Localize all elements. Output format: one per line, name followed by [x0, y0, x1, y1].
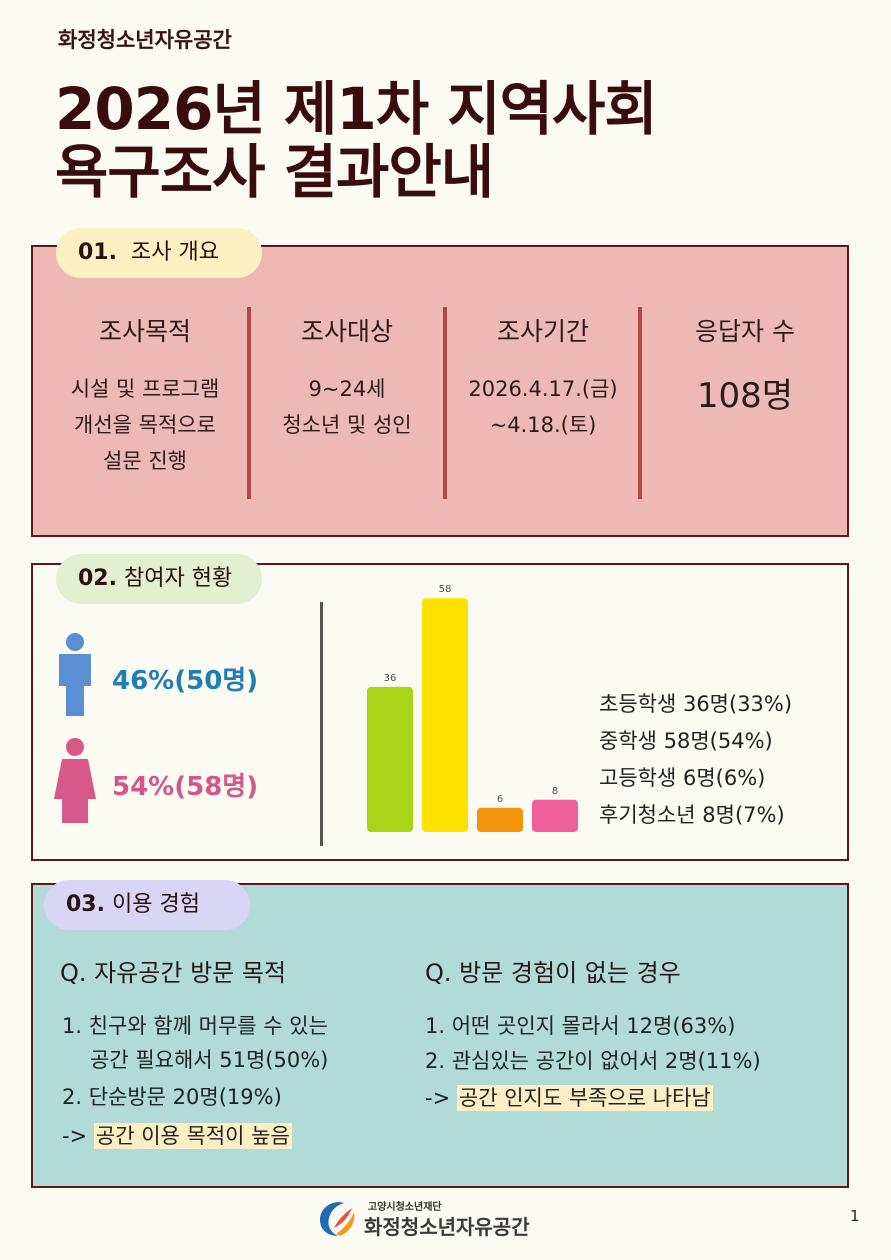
answer-line: 2. 단순방문 20명(19%) — [62, 1085, 282, 1109]
bar-초등학생 — [367, 686, 413, 832]
col-line: ~4.18.(토) — [489, 413, 597, 437]
conclusion-line: -> 공간 이용 목적이 높음 — [62, 1120, 292, 1150]
overview-col-purpose: 조사목적 시설 및 프로그램 개선을 목적으로 설문 진행 — [50, 310, 240, 479]
page-number: 1 — [850, 1207, 860, 1225]
answer-line: 2. 관심있는 공간이 없어서 2명(11%) — [425, 1049, 761, 1073]
respondent-count: 108명 — [696, 376, 794, 416]
footer-org-name: 화정청소년자유공간 — [364, 1215, 530, 1239]
bar-후기청소년 — [532, 799, 578, 832]
col-line: 9~24세 — [308, 377, 386, 401]
chart-divider-line — [320, 602, 323, 846]
page-title-line1: 2026년 제1차 지역사회 — [55, 75, 658, 143]
col-line: 시설 및 프로그램 — [70, 377, 220, 401]
grade-distribution-chart: 36 58 6 8 — [367, 584, 578, 832]
legend-high: 고등학생 6명(6%) — [599, 766, 766, 790]
male-person-icon — [59, 633, 91, 716]
highlight-text: 공간 이용 목적이 높음 — [93, 1123, 292, 1149]
column-divider — [443, 307, 447, 499]
overview-col-target: 조사대상 9~24세 청소년 및 성인 — [252, 310, 442, 443]
section-label: 이용 경험 — [111, 892, 200, 917]
arrow-text: -> — [62, 1124, 88, 1148]
participants-section-pill: 02. 참여자 현황 — [56, 554, 262, 604]
highlight-text: 공간 인지도 부족으로 나타남 — [456, 1085, 713, 1111]
overview-col-period: 조사기간 2026.4.17.(금) ~4.18.(토) — [448, 310, 638, 443]
legend-elementary: 초등학생 36명(33%) — [599, 692, 793, 716]
page-title-line2: 욕구조사 결과안내 — [55, 138, 494, 206]
section-number: 03. — [66, 892, 105, 917]
section-label: 참여자 현황 — [123, 566, 233, 591]
bar-value-label: 58 — [439, 584, 452, 595]
organization-name: 화정청소년자유공간 — [58, 28, 232, 52]
overview-section-pill: 01. 조사 개요 — [56, 228, 262, 278]
legend-young-adult: 후기청소년 8명(7%) — [599, 803, 785, 827]
visit-purpose-question: Q. 자유공간 방문 목적 — [60, 959, 287, 987]
answer-line: 1. 어떤 곳인지 몰라서 12명(63%) — [425, 1014, 736, 1038]
bar-고등학생 — [477, 807, 523, 832]
col-heading: 조사기간 — [496, 317, 589, 346]
col-line: 청소년 및 성인 — [282, 413, 412, 437]
col-heading: 조사목적 — [98, 317, 191, 346]
bar-value-label: 6 — [497, 794, 503, 805]
col-line: 설문 진행 — [103, 449, 187, 473]
section-number: 01. — [78, 240, 117, 265]
legend-middle: 중학생 58명(54%) — [599, 729, 773, 753]
logo-icon — [320, 1202, 355, 1236]
overview-panel — [31, 245, 849, 537]
col-line: 2026.4.17.(금) — [468, 377, 618, 401]
bar-value-label: 8 — [552, 786, 558, 797]
female-person-icon — [54, 738, 96, 823]
section-label: 조사 개요 — [130, 240, 219, 265]
column-divider — [247, 307, 251, 499]
bar-value-label: 36 — [384, 673, 397, 684]
column-divider — [638, 307, 642, 499]
col-line: 개선을 목적으로 — [74, 413, 216, 437]
no-visit-question: Q. 방문 경험이 없는 경우 — [425, 959, 681, 987]
foundation-name: 고양시청소년재단 — [368, 1202, 442, 1213]
bar-중학생 — [422, 598, 468, 832]
conclusion-line: -> 공간 인지도 부족으로 나타남 — [425, 1082, 713, 1112]
answer-line: 1. 친구와 함께 머무를 수 있는 — [62, 1014, 328, 1038]
male-percentage: 46%(50명) — [112, 666, 259, 696]
answer-line: 공간 필요해서 51명(50%) — [90, 1048, 329, 1072]
section-number: 02. — [78, 566, 117, 591]
female-percentage: 54%(58명) — [112, 772, 259, 802]
overview-col-respondents: 응답자 수 108명 — [650, 310, 840, 414]
experience-section-pill: 03. 이용 경험 — [44, 880, 250, 930]
col-heading: 응답자 수 — [695, 317, 795, 346]
arrow-text: -> — [425, 1086, 451, 1110]
col-heading: 조사대상 — [300, 317, 393, 346]
